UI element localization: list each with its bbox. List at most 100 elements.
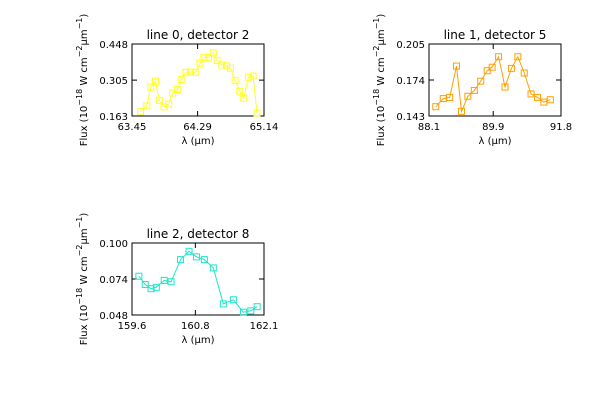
data-point <box>209 49 217 57</box>
data-point <box>223 62 231 70</box>
y-tick-label: 0.163 <box>99 112 128 123</box>
y-tick-label: 0.448 <box>99 40 128 51</box>
data-point <box>151 77 159 85</box>
data-point <box>141 281 149 289</box>
data-point <box>247 307 255 315</box>
x-tick-label: 64.29 <box>183 122 212 133</box>
y-label-superscript: −18 <box>75 288 84 305</box>
data-point <box>200 54 208 62</box>
data-point <box>213 56 221 64</box>
data-point <box>209 264 217 272</box>
data-point <box>546 96 554 104</box>
data-point <box>182 68 190 76</box>
data-point <box>533 93 541 101</box>
chart-title: line 1, detector 5 <box>444 28 547 42</box>
data-point <box>507 64 515 72</box>
y-axis-label: Flux (10−18 W cm−2μm−1) <box>75 213 90 346</box>
data-point <box>147 83 155 91</box>
data-point <box>187 68 195 76</box>
data-point <box>488 63 496 71</box>
y-label-superscript: −18 <box>75 89 84 106</box>
y-tick-label: 0.100 <box>99 239 128 250</box>
y-tick-label: 0.074 <box>99 275 128 286</box>
y-label-superscript: −1 <box>372 18 381 30</box>
y-label-superscript: −2 <box>372 46 381 58</box>
data-point <box>457 107 465 115</box>
data-point <box>143 102 151 110</box>
data-point <box>219 300 227 308</box>
y-tick-label: 0.174 <box>396 76 425 87</box>
data-point <box>167 278 175 286</box>
y-label-part: μm <box>79 228 90 244</box>
y-label-superscript: −1 <box>75 217 84 229</box>
data-point <box>249 72 257 80</box>
chart-panel: line 2, detector 8 159.6 160.8 162.1 0.048 0.… <box>75 213 278 346</box>
x-axis-label: λ (μm) <box>478 136 511 147</box>
x-tick-label: 63.45 <box>118 122 147 133</box>
y-label-part: Flux (10 <box>79 305 90 346</box>
data-point <box>137 108 145 116</box>
series-line <box>435 55 551 114</box>
data-point <box>177 76 185 84</box>
x-tick-label: 159.6 <box>118 321 147 332</box>
data-point <box>244 73 252 81</box>
y-label-superscript: −1 <box>75 18 84 30</box>
x-axis-label: λ (μm) <box>181 335 214 346</box>
x-tick-label: 162.1 <box>250 321 279 332</box>
data-point <box>191 68 199 76</box>
data-point <box>253 303 261 311</box>
y-label-superscript: −18 <box>372 89 381 106</box>
chart-title: line 2, detector 8 <box>147 227 250 241</box>
x-tick-label: 88.1 <box>418 122 440 133</box>
data-point <box>177 256 185 264</box>
data-point <box>229 296 237 304</box>
data-point <box>239 308 247 316</box>
x-axis-label: λ (μm) <box>181 136 214 147</box>
y-label-part: ) <box>376 14 387 18</box>
y-label-superscript: −2 <box>75 245 84 257</box>
data-point <box>477 77 485 85</box>
data-point <box>205 53 213 61</box>
data-point <box>501 83 509 91</box>
data-point <box>520 69 528 77</box>
data-point <box>173 85 181 93</box>
data-point <box>446 93 454 101</box>
y-label-superscript: −2 <box>75 46 84 58</box>
y-label-part: W cm <box>79 256 90 287</box>
data-point <box>452 62 460 70</box>
data-point <box>240 94 248 102</box>
y-tick-label: 0.205 <box>396 40 425 51</box>
data-point <box>185 247 193 255</box>
x-tick-label: 91.8 <box>550 122 572 133</box>
data-point <box>200 256 208 264</box>
chart-panel: line 1, detector 5 88.1 89.9 91.8 0.143 0.174… <box>372 14 572 147</box>
data-point <box>147 285 155 293</box>
y-label-part: μm <box>376 29 387 45</box>
y-label-part: Flux (10 <box>79 106 90 147</box>
data-point <box>218 61 226 69</box>
y-tick-label: 0.048 <box>99 311 128 322</box>
data-point <box>169 89 177 97</box>
data-point <box>165 100 173 108</box>
chart-panel: line 0, detector 2 63.45 64.29 65.14 0.163 0.… <box>75 14 278 147</box>
data-point <box>192 253 200 261</box>
data-point <box>253 109 261 117</box>
y-tick-label: 0.143 <box>396 112 425 123</box>
y-label-part: ) <box>79 213 90 217</box>
x-tick-label: 160.8 <box>181 321 210 332</box>
y-tick-label: 0.305 <box>99 76 128 87</box>
data-point <box>495 53 503 61</box>
data-point <box>231 76 239 84</box>
y-label-part: Flux (10 <box>376 106 387 147</box>
data-point <box>236 87 244 95</box>
x-tick-label: 89.9 <box>482 122 504 133</box>
y-label-part: μm <box>79 29 90 45</box>
y-axis-label: Flux (10−18 W cm−2μm−1) <box>372 14 387 147</box>
data-point <box>135 272 143 280</box>
series-line <box>140 51 258 114</box>
data-point <box>160 276 168 284</box>
x-tick-label: 65.14 <box>250 122 279 133</box>
data-point <box>432 103 440 111</box>
